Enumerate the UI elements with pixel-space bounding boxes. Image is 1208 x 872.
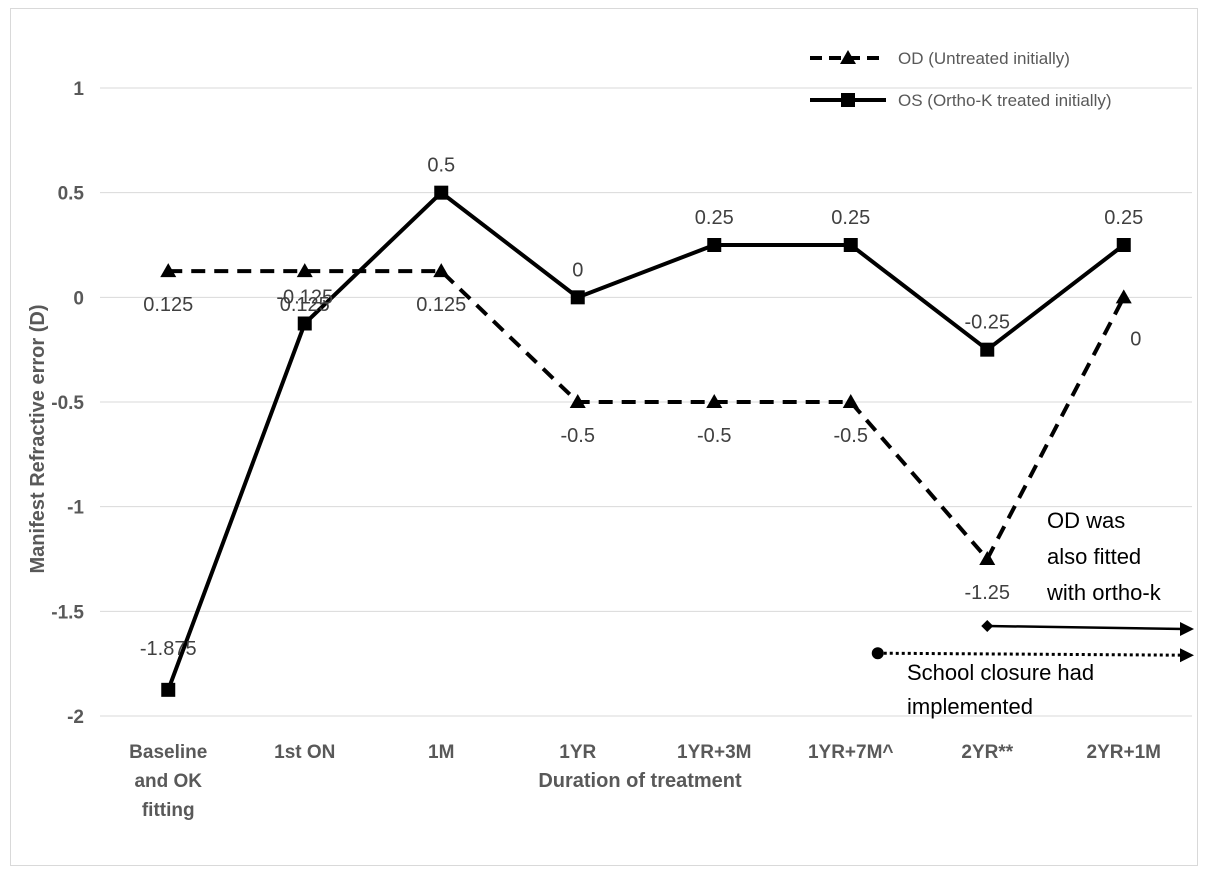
data-label-os: 0.25 (1104, 207, 1143, 229)
data-label-od: 0.125 (143, 294, 193, 316)
series-os-marker (161, 682, 176, 697)
series-od-marker (979, 551, 996, 565)
gridlines (100, 87, 1192, 717)
series-od-marker (160, 263, 177, 278)
x-tick-label: 2YR+1M (1087, 742, 1161, 763)
od-fitted-annotation-text: OD was (1047, 508, 1125, 533)
data-label-od: 0 (1130, 328, 1141, 350)
od-fitted-arrow-head (1180, 621, 1194, 636)
x-tick-label: Baseline (129, 742, 207, 763)
y-tick-label: -2 (67, 707, 84, 728)
school-closure-arrow-start (871, 647, 884, 660)
data-label-od: -0.5 (834, 425, 868, 447)
legend-os-label: OS (Ortho-K treated initially) (898, 91, 1112, 110)
od-fitted-arrow-line (987, 624, 1185, 631)
data-label-os: -0.25 (964, 312, 1010, 334)
data-label-os: 0 (572, 259, 583, 281)
x-tick-label: 1YR (559, 742, 596, 763)
series-os-line (166, 190, 1125, 691)
x-tick-label: 1YR+3M (677, 742, 751, 763)
school-closure-annotation-text: School closure had (907, 660, 1094, 685)
y-tick-label: -1 (67, 498, 84, 519)
series-od-marker (433, 263, 450, 278)
data-label-od: -0.5 (697, 425, 731, 447)
x-tick-label: 2YR** (961, 742, 1013, 763)
series-od-marker (1115, 289, 1132, 304)
series-lines (160, 185, 1132, 697)
x-tick-label: fitting (142, 800, 195, 821)
od-fitted-arrow-start (981, 619, 994, 632)
series-od-marker (296, 263, 313, 278)
series-os-marker (297, 316, 312, 331)
data-label-od: 0.125 (280, 294, 330, 316)
school-closure-annotation-text: implemented (907, 694, 1033, 719)
data-label-os: -1.875 (140, 638, 197, 660)
series-os-marker (570, 290, 585, 305)
series-od-line (168, 269, 1126, 563)
legend-od-marker (840, 50, 856, 64)
x-axis-title: Duration of treatment (538, 770, 742, 792)
y-axis-title: Manifest Refractive error (D) (27, 305, 49, 574)
data-label-os: 0.5 (427, 155, 455, 177)
data-label-od: 0.125 (416, 294, 466, 316)
data-label-os: -0.125 (276, 287, 333, 309)
od-fitted-annotation-text: with ortho-k (1046, 580, 1162, 605)
y-tick-label: -0.5 (51, 393, 84, 414)
series-os-marker (1116, 238, 1131, 252)
school-closure-arrow-line (877, 651, 1185, 657)
x-tick-label: and OK (134, 771, 202, 792)
x-tick-label: 1YR+7M^ (808, 742, 894, 763)
chart-frame (10, 8, 1198, 866)
series-os-marker (707, 238, 722, 252)
legend-os-marker (841, 93, 855, 107)
series-os-marker (434, 185, 449, 200)
data-label-od: -1.25 (964, 582, 1010, 604)
y-tick-label: -1.5 (51, 602, 84, 623)
data-label-od: -0.5 (561, 425, 595, 447)
data-labels: 0.125 0.125 0.125 -0.5 -0.5 -0.5 -1.25 0 -1.875 -… (140, 155, 1143, 660)
series-od-marker (706, 394, 723, 408)
series-od-marker (842, 394, 859, 408)
y-tick-label: 0 (73, 288, 84, 309)
x-tick-label: 1st ON (274, 742, 335, 763)
data-label-os: 0.25 (695, 207, 734, 229)
series-os-marker (843, 238, 858, 252)
data-label-os: 0.25 (831, 207, 870, 229)
y-tick-label: 0.5 (58, 184, 85, 205)
y-tick-label: 1 (73, 79, 84, 100)
series-os-marker (980, 342, 995, 357)
x-tick-label: 1M (428, 742, 454, 763)
od-fitted-annotation-text: also fitted (1047, 544, 1141, 569)
legend: OD (Untreated initially) OS (Ortho-K trea… (810, 49, 1112, 110)
series-od-marker (569, 394, 586, 408)
legend-od-label: OD (Untreated initially) (898, 49, 1070, 68)
annotations: OD was also fitted with ortho-k School clos… (871, 508, 1194, 719)
school-closure-arrow-head (1180, 648, 1194, 663)
axes: -2 -1.5 -1 -0.5 0 0.5 1 Baseline and OK fitting 1s… (27, 79, 1161, 821)
